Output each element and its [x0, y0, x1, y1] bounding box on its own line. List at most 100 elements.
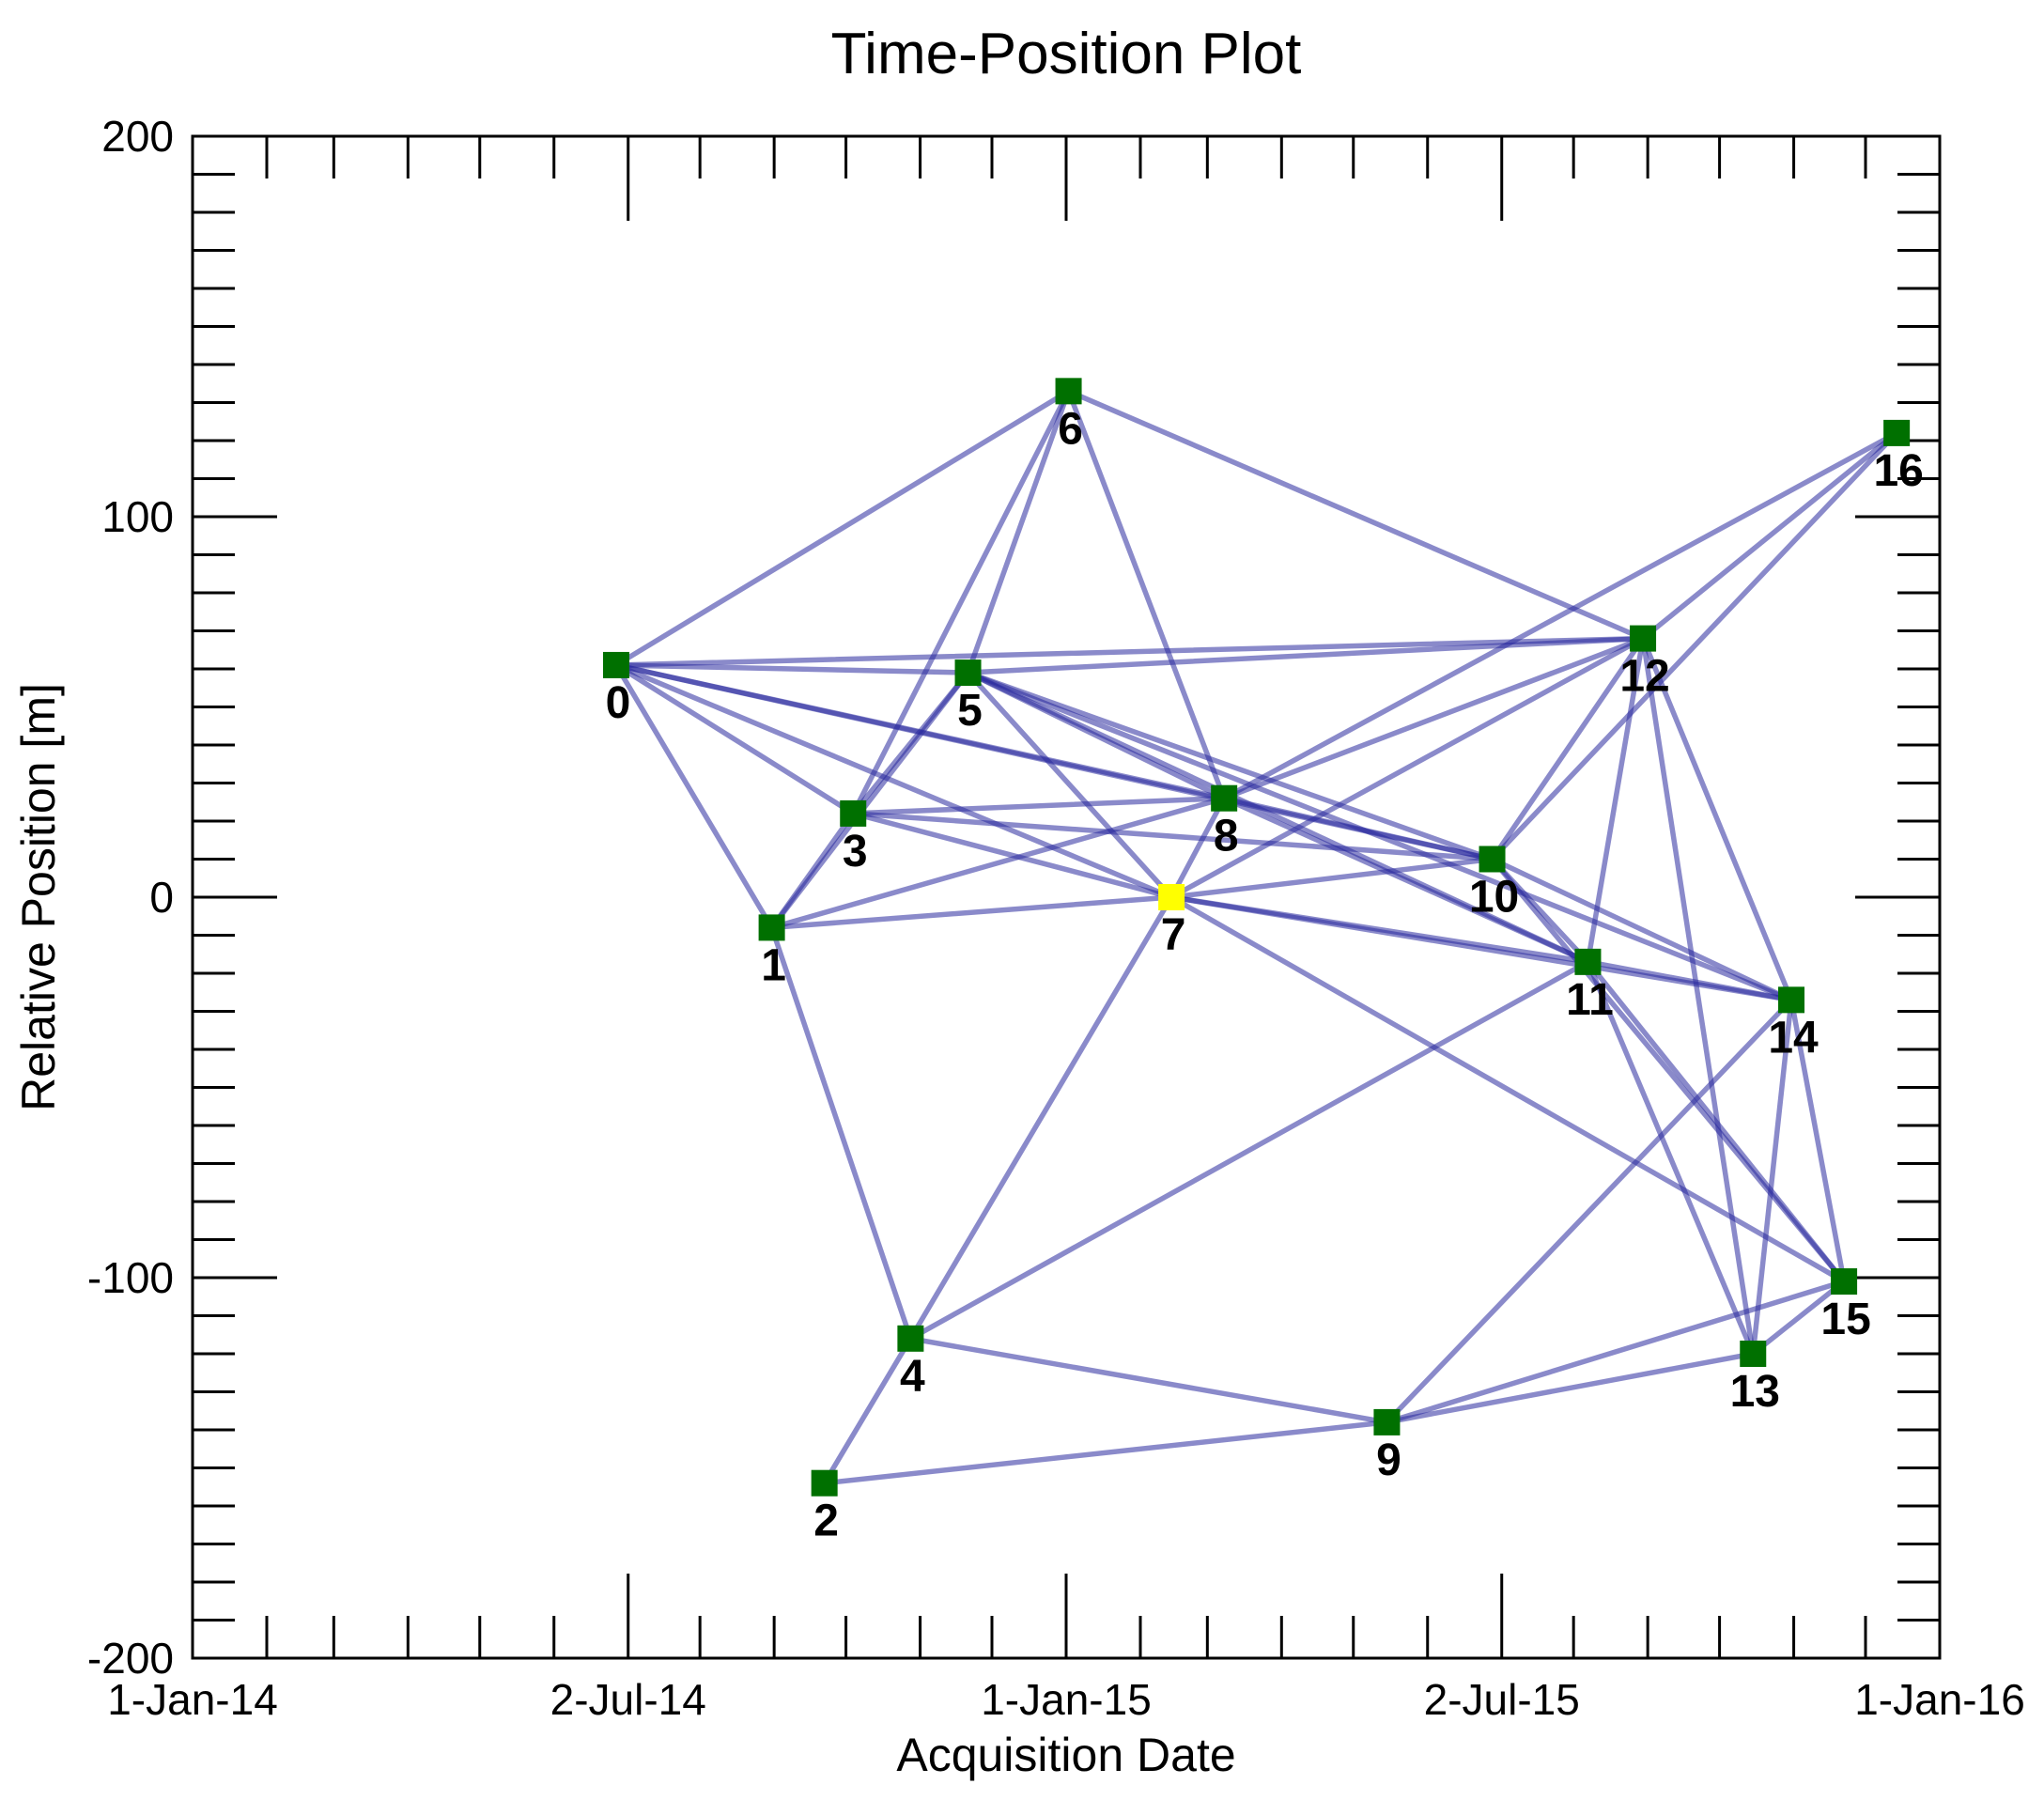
connection-line: [613, 388, 1072, 668]
connection-line: [1221, 795, 1495, 862]
acquisition-marker: [954, 659, 982, 687]
chart-title: Time-Position Plot: [831, 22, 1302, 86]
connection-line: [907, 894, 1174, 1342]
connection-line: [850, 811, 1174, 900]
connection-line: [1489, 430, 1899, 862]
connection-line: [1585, 635, 1646, 965]
acquisition-label: 12: [1619, 652, 1669, 702]
connection-line: [1221, 635, 1646, 801]
acquisition-marker: [1373, 1408, 1401, 1435]
connection-line: [1169, 795, 1227, 900]
connection-line: [850, 811, 1495, 862]
acquisition-label: 9: [1376, 1435, 1401, 1485]
connection-line: [1640, 635, 1794, 1003]
connection-line: [768, 795, 1227, 931]
connection-line: [1384, 1351, 1757, 1425]
connection-line: [821, 1420, 1390, 1486]
acquisition-label: 6: [1058, 404, 1083, 454]
acquisition-marker: [811, 1469, 838, 1497]
acquisition-marker: [1479, 846, 1506, 873]
edges-layer: [613, 388, 1899, 1486]
connection-line: [613, 662, 775, 931]
x-tick-label: 1-Jan-15: [981, 1675, 1152, 1724]
connection-line: [965, 670, 1174, 900]
connection-line: [1489, 856, 1794, 1003]
connection-line: [850, 795, 1227, 816]
x-tick-label: 1-Jan-16: [1854, 1675, 2025, 1724]
acquisition-label: 7: [1161, 910, 1186, 960]
x-tick-label: 1-Jan-14: [107, 1675, 278, 1724]
connection-line: [1221, 795, 1591, 965]
connection-line: [613, 662, 971, 675]
acquisition-label: 0: [606, 678, 631, 728]
connection-line: [965, 670, 1794, 1003]
acquisition-label: 1: [761, 940, 786, 990]
connection-line: [1065, 388, 1227, 801]
x-axis-title: Acquisition Date: [896, 1729, 1235, 1781]
connection-line: [1788, 997, 1847, 1284]
connection-line: [1585, 959, 1794, 1003]
plot-frame: [191, 134, 1942, 1660]
acquisition-label: 5: [957, 686, 983, 736]
acquisition-label: 15: [1820, 1295, 1870, 1344]
acquisition-marker: [1574, 948, 1602, 975]
connection-line: [907, 959, 1591, 1342]
acquisition-label: 16: [1873, 446, 1923, 496]
acquisition-marker: [602, 651, 629, 678]
connection-line: [850, 388, 1072, 816]
connection-line: [1169, 635, 1646, 900]
acquisition-label: 10: [1469, 873, 1519, 923]
acquisition-marker: [1740, 1341, 1767, 1367]
connection-line: [850, 670, 971, 816]
acquisition-label: 3: [843, 827, 868, 877]
acquisition-marker: [758, 914, 785, 941]
connection-line: [1750, 1279, 1847, 1357]
nodes-layer: [602, 378, 1911, 1497]
acquisition-marker: [1883, 419, 1911, 446]
y-tick-label: 200: [101, 112, 174, 161]
acquisition-label: 13: [1730, 1367, 1780, 1417]
connection-line: [1169, 856, 1495, 900]
acquisition-marker: [1211, 784, 1238, 812]
y-tick-label: 100: [101, 492, 174, 541]
acquisition-label: 2: [813, 1497, 839, 1546]
connection-line: [1384, 997, 1794, 1425]
acquisition-marker: [1055, 378, 1082, 405]
connection-line: [613, 662, 1174, 900]
connection-line: [1640, 635, 1757, 1357]
connection-line: [821, 1336, 914, 1486]
tick-labels-layer: 1-Jan-14 2-Jul-14 1-Jan-15 2-Jul-15 1-Jan-16…: [87, 112, 2025, 1724]
x-tick-label: 2-Jul-14: [550, 1675, 706, 1724]
connection-line: [965, 635, 1646, 675]
y-axis-title: Relative Position [m]: [12, 683, 65, 1111]
connection-line: [965, 670, 1495, 862]
connection-line: [1489, 635, 1646, 862]
acquisition-label: 11: [1566, 975, 1614, 1025]
acquisition-marker: [840, 799, 867, 827]
acquisition-marker: [1831, 1268, 1858, 1296]
connection-line: [1640, 430, 1899, 642]
y-tick-label: -100: [87, 1253, 174, 1302]
acquisition-label: 4: [900, 1352, 925, 1402]
connection-line: [1384, 1279, 1847, 1425]
acquisition-marker: [897, 1325, 924, 1352]
y-tick-label: 0: [149, 873, 174, 922]
connection-line: [768, 894, 1174, 931]
master-acquisition-marker: [1158, 884, 1185, 910]
connection-line: [907, 1336, 1390, 1425]
connection-line: [768, 924, 914, 1342]
connection-line: [613, 662, 856, 816]
acquisition-label: 8: [1214, 812, 1239, 861]
y-tick-label: -200: [87, 1634, 174, 1683]
connection-line: [1065, 388, 1646, 642]
acquisition-label: 14: [1768, 1013, 1819, 1063]
connection-line: [613, 635, 1646, 668]
connection-line: [965, 388, 1072, 675]
connection-line: [1750, 997, 1794, 1357]
ticks-layer: [193, 136, 1940, 1658]
connection-line: [1585, 959, 1757, 1357]
acquisition-marker: [1778, 986, 1805, 1014]
connection-line: [1221, 430, 1899, 801]
